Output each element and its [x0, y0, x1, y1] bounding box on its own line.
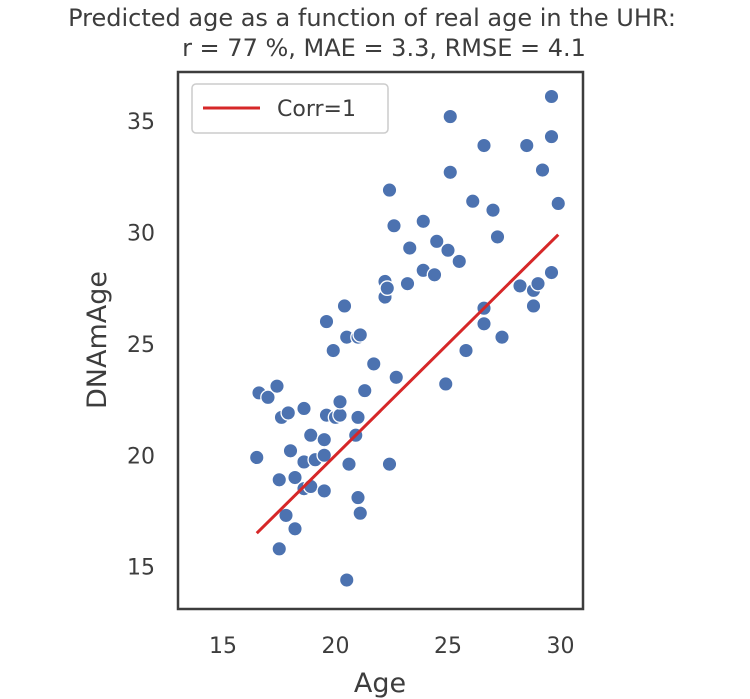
legend-label: Corr=1 — [277, 97, 356, 122]
data-point-20 — [316, 447, 333, 464]
data-point-23 — [318, 313, 335, 330]
data-point-6 — [271, 471, 288, 488]
data-point-42 — [379, 280, 396, 296]
data-point-54 — [440, 242, 456, 259]
y-tick-label: 20 — [127, 444, 155, 469]
x-tick-label: 15 — [209, 634, 237, 659]
plot-area — [176, 70, 585, 611]
data-point-68 — [525, 298, 542, 314]
chart-subtitle: r = 77 %, MAE = 3.3, RMSE = 4.1 — [182, 34, 586, 62]
data-point-55 — [442, 164, 459, 181]
data-point-60 — [476, 137, 492, 154]
data-point-38 — [356, 382, 373, 399]
data-point-47 — [399, 275, 416, 292]
data-point-9 — [280, 405, 297, 421]
data-point-70 — [530, 275, 546, 292]
x-tick-label: 30 — [547, 634, 575, 659]
data-point-44 — [381, 456, 398, 473]
data-point-45 — [386, 217, 402, 234]
data-point-67 — [518, 137, 535, 154]
data-point-72 — [543, 264, 560, 281]
data-point-43 — [381, 182, 398, 198]
data-point-64 — [489, 229, 506, 245]
data-point-59 — [464, 193, 481, 210]
y-tick-label: 30 — [127, 221, 155, 246]
data-point-74 — [543, 88, 560, 105]
data-point-4 — [269, 378, 285, 395]
x-axis-label: Age — [354, 668, 406, 699]
x-tick-label: 25 — [434, 634, 462, 659]
data-point-30 — [341, 456, 357, 473]
data-point-3 — [260, 389, 276, 406]
reference-line-series — [255, 233, 560, 535]
data-point-35 — [352, 327, 369, 343]
data-point-2 — [248, 449, 265, 466]
data-point-63 — [485, 202, 501, 218]
data-point-24 — [325, 342, 342, 359]
data-point-51 — [426, 266, 443, 283]
data-point-65 — [494, 329, 510, 346]
data-point-19 — [316, 431, 333, 448]
scatter-series — [248, 88, 567, 588]
data-point-8 — [271, 540, 288, 557]
data-point-56 — [442, 108, 459, 125]
data-point-28 — [336, 298, 353, 314]
y-axis-ticks: 15 20 25 30 35 — [127, 110, 155, 581]
data-point-37 — [352, 505, 369, 522]
data-point-36 — [350, 489, 366, 506]
data-point-62 — [476, 315, 492, 332]
y-axis-label: DNAmAge — [82, 271, 113, 409]
data-point-46 — [388, 369, 405, 386]
data-point-10 — [282, 442, 299, 459]
data-point-53 — [437, 376, 454, 392]
data-point-26 — [332, 407, 348, 423]
data-point-75 — [550, 195, 567, 212]
legend: Corr=1 — [191, 83, 389, 134]
data-point-31 — [338, 572, 355, 588]
y-tick-label: 35 — [127, 110, 155, 135]
data-point-66 — [512, 278, 528, 294]
data-point-71 — [534, 162, 551, 178]
data-point-49 — [415, 213, 432, 230]
x-axis-ticks: 15 20 25 30 — [209, 634, 575, 659]
chart-title: Predicted age as a function of real age … — [68, 4, 676, 32]
data-point-57 — [451, 253, 468, 270]
data-point-7 — [278, 507, 294, 524]
data-point-48 — [401, 240, 418, 256]
data-point-58 — [458, 342, 474, 359]
data-point-17 — [302, 427, 319, 444]
data-point-22 — [316, 483, 333, 499]
data-point-52 — [428, 233, 445, 250]
data-point-12 — [287, 520, 303, 537]
data-point-73 — [543, 128, 560, 145]
x-tick-label: 20 — [322, 634, 350, 659]
data-point-33 — [350, 409, 366, 426]
y-tick-label: 25 — [127, 333, 155, 358]
y-tick-label: 15 — [127, 556, 155, 581]
data-point-39 — [365, 356, 382, 372]
data-point-11 — [287, 469, 303, 486]
data-point-27 — [332, 393, 348, 410]
corr-line — [255, 233, 560, 535]
legend-box — [191, 83, 389, 134]
data-point-13 — [296, 400, 312, 417]
